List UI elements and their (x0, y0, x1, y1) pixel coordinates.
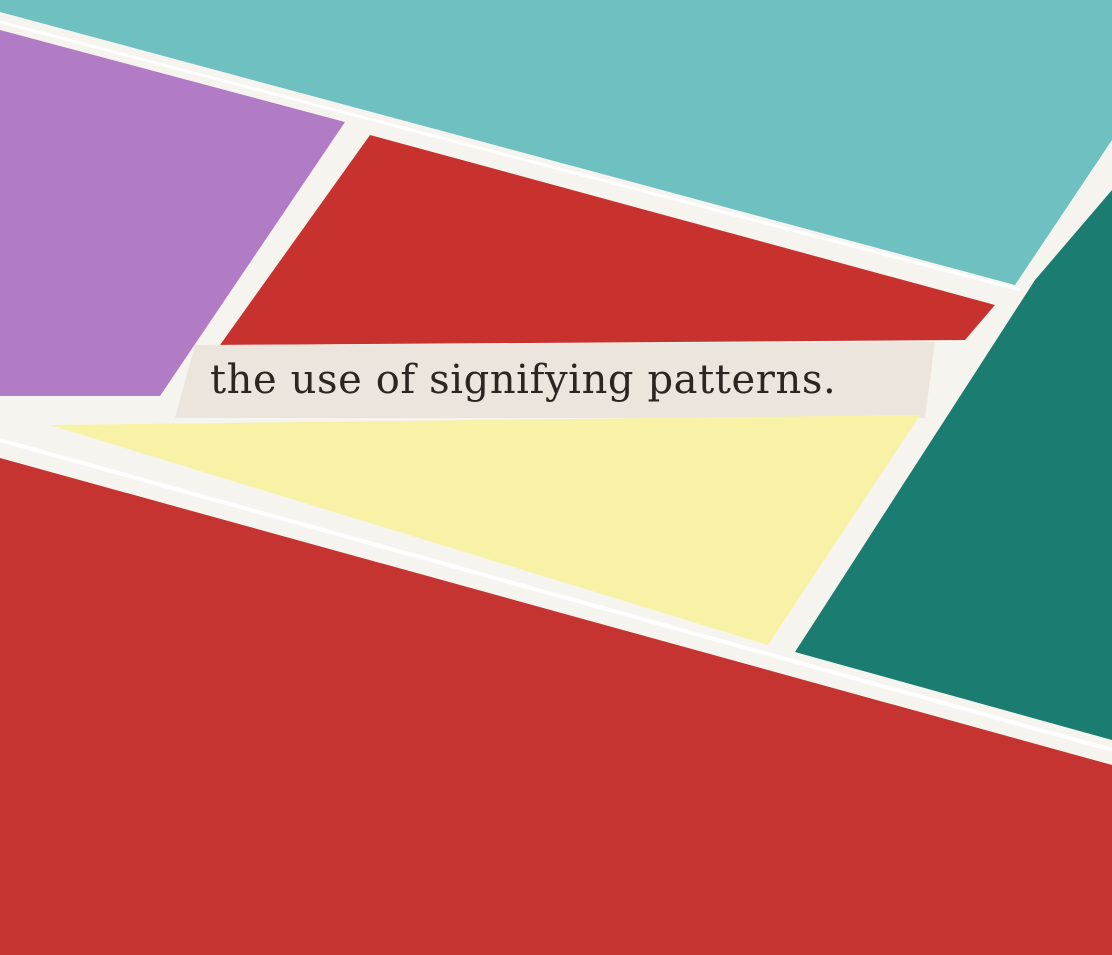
yellow-piece (50, 415, 920, 645)
red-lower-piece (0, 458, 1112, 955)
purple-piece (0, 30, 345, 396)
seam-line (0, 20, 1021, 292)
teal-piece (0, 0, 1112, 285)
caption-text: the use of signifying patterns. (210, 357, 837, 403)
dark-teal-piece (795, 190, 1112, 740)
seam-line (0, 438, 1112, 752)
text-strip (175, 342, 935, 418)
red-upper-piece (220, 135, 995, 345)
